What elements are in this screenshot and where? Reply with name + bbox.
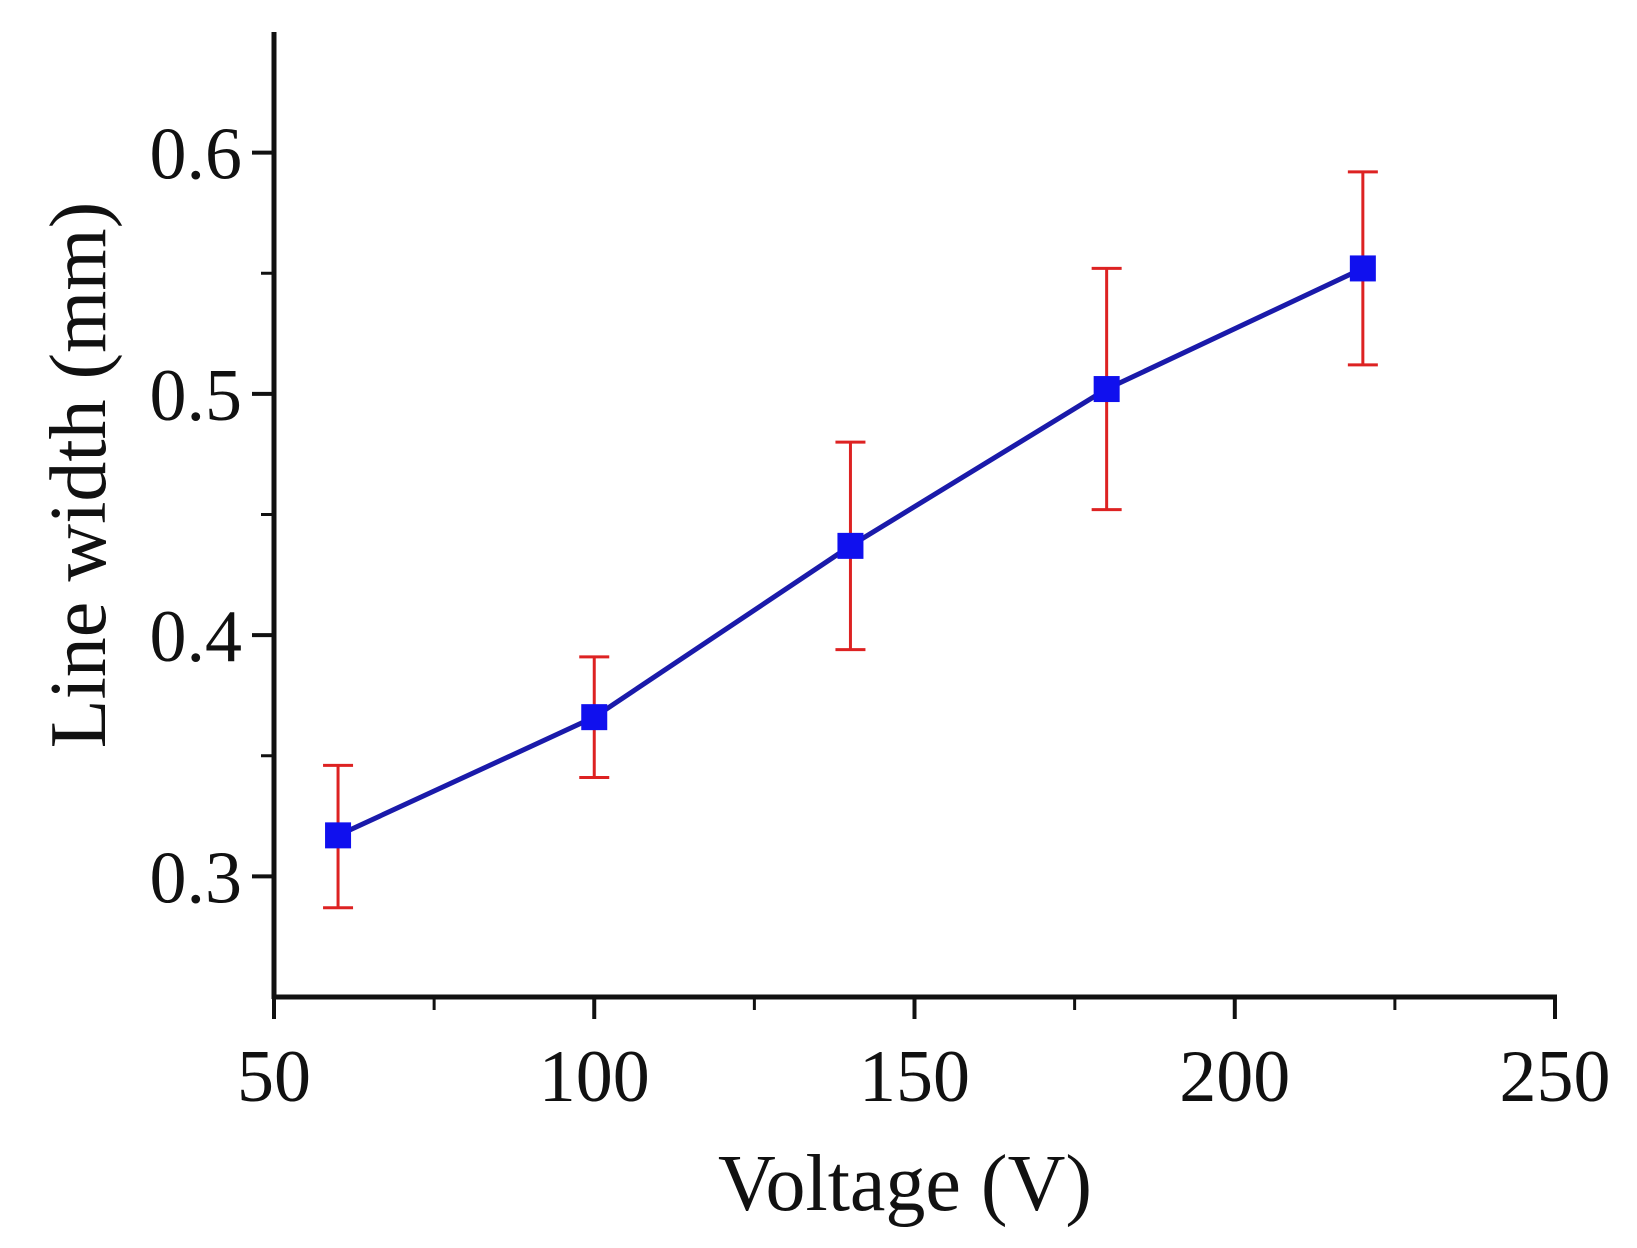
data-markers [325,255,1376,849]
y-tick-label: 0.3 [150,837,243,919]
x-tick-label: 50 [237,1036,311,1118]
x-axis-title: Voltage (V) [718,1140,1092,1228]
y-tick-label: 0.6 [150,114,243,196]
x-tick-label: 250 [1500,1036,1611,1118]
y-tick-label: 0.4 [150,596,243,678]
x-tick-label: 200 [1179,1036,1290,1118]
data-point-marker [1349,255,1376,282]
data-point-marker [837,532,864,559]
y-tick-label: 0.5 [150,355,243,437]
data-point-marker [1093,376,1120,403]
y-axis-title: Line width (mm) [35,202,123,749]
data-point-marker [325,822,352,849]
x-tick-label: 100 [539,1036,650,1118]
data-point-marker [581,704,608,731]
y-axis-ticks: 0.3 0.4 0.5 0.6 [150,114,274,919]
series-group [323,170,1378,910]
x-tick-label: 150 [859,1036,970,1118]
x-axis-ticks: 50 100 150 200 250 [237,997,1611,1118]
